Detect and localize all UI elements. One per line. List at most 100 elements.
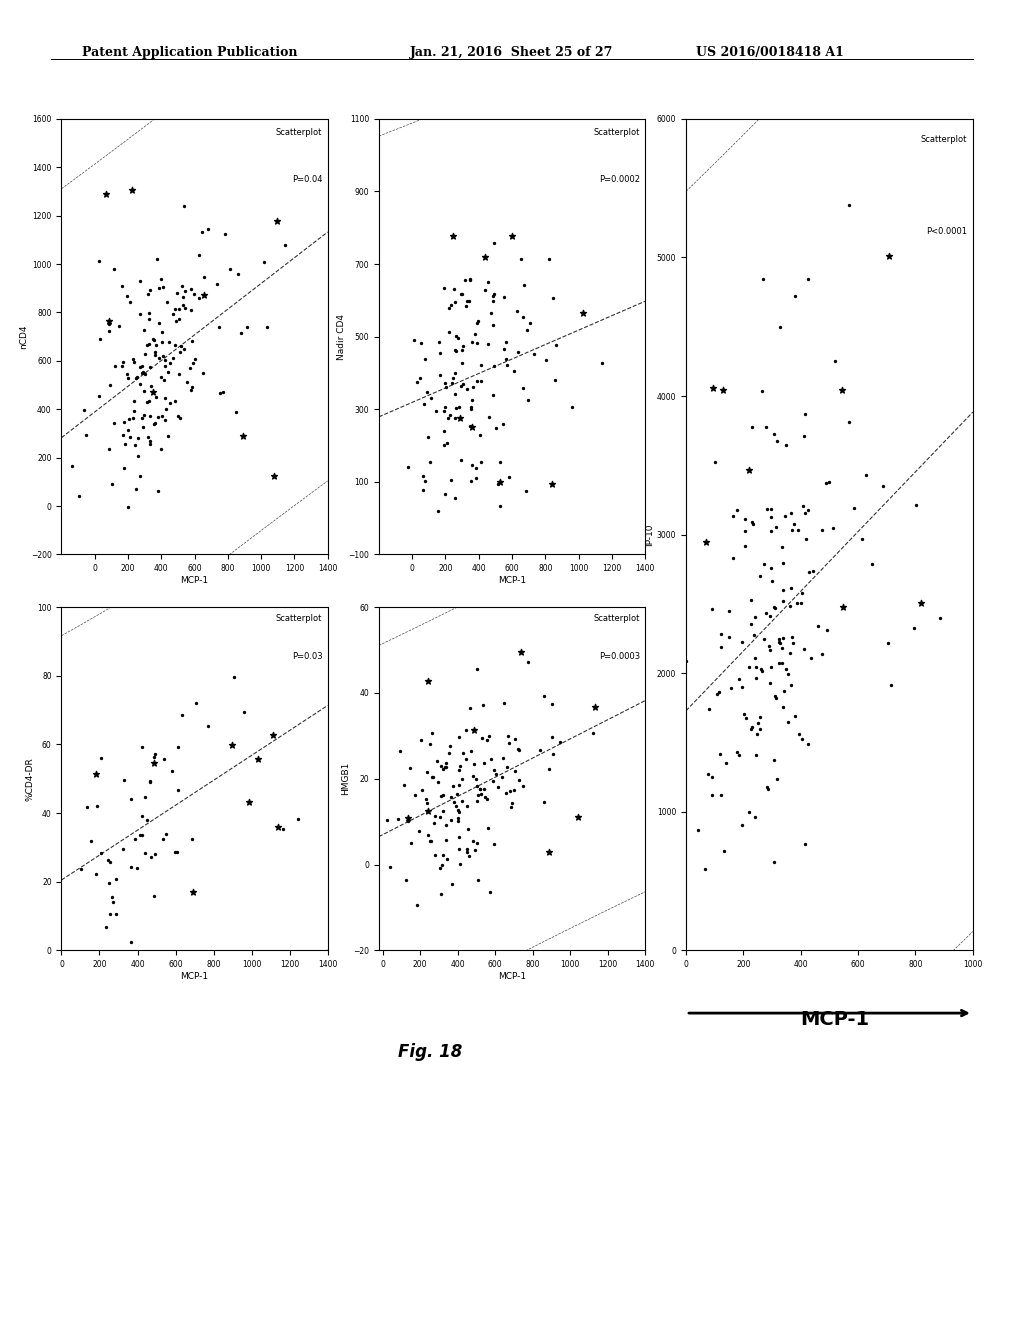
Point xyxy=(480,407,497,428)
Point xyxy=(772,632,788,653)
Point xyxy=(443,372,460,393)
Point xyxy=(790,519,806,540)
Point xyxy=(810,615,826,636)
Point xyxy=(112,315,128,337)
Point xyxy=(379,809,395,830)
Point xyxy=(419,762,435,783)
Point xyxy=(194,222,210,243)
Point xyxy=(469,776,485,797)
Point xyxy=(63,455,80,477)
Point xyxy=(447,325,464,346)
Point xyxy=(431,807,447,828)
Point xyxy=(519,652,536,673)
Point xyxy=(424,766,440,787)
Point xyxy=(469,833,485,854)
Point xyxy=(89,796,105,817)
Point xyxy=(114,355,130,376)
Point xyxy=(452,838,468,859)
Point xyxy=(734,814,751,836)
Point xyxy=(465,830,481,851)
Point xyxy=(472,425,488,446)
Point xyxy=(191,244,208,265)
Point xyxy=(120,496,136,517)
Point xyxy=(469,659,485,680)
Point xyxy=(518,480,535,502)
Point xyxy=(775,553,792,574)
Y-axis label: Nadir CD4: Nadir CD4 xyxy=(337,314,345,359)
Point xyxy=(496,338,512,359)
Point xyxy=(711,682,727,704)
Point xyxy=(430,500,446,521)
Point xyxy=(480,725,497,746)
Point xyxy=(777,506,794,527)
Point xyxy=(510,738,526,759)
Point xyxy=(781,595,798,616)
Point xyxy=(433,884,450,906)
Point xyxy=(503,796,519,817)
Point xyxy=(797,502,813,523)
Point xyxy=(774,627,791,648)
Point xyxy=(760,779,776,800)
Point xyxy=(755,380,771,401)
Point xyxy=(150,480,166,502)
Point xyxy=(419,381,435,403)
Point xyxy=(710,684,726,705)
Point xyxy=(778,434,795,455)
Point xyxy=(453,284,469,305)
Point xyxy=(485,833,502,854)
Point xyxy=(140,426,157,447)
Point xyxy=(511,770,527,791)
Point xyxy=(745,624,762,645)
Text: Scatterplot: Scatterplot xyxy=(921,136,967,144)
Point xyxy=(211,317,227,338)
Point xyxy=(509,300,525,321)
Point xyxy=(142,356,159,378)
Point xyxy=(442,787,459,808)
Point xyxy=(78,424,94,445)
Point xyxy=(440,407,457,428)
Point xyxy=(453,450,469,471)
Point xyxy=(775,579,792,601)
Point xyxy=(442,294,459,315)
Point xyxy=(227,401,244,422)
Point xyxy=(827,350,844,371)
Point xyxy=(756,553,772,574)
Point xyxy=(183,829,200,850)
Point xyxy=(470,312,486,333)
Point xyxy=(147,387,164,408)
Point xyxy=(225,667,242,688)
Point xyxy=(90,385,106,407)
Point xyxy=(775,697,792,718)
Point xyxy=(197,285,213,306)
Point xyxy=(758,602,774,623)
Point xyxy=(151,347,167,368)
Point xyxy=(139,282,156,304)
Point xyxy=(460,290,476,312)
Point xyxy=(241,792,257,813)
Point xyxy=(762,606,778,627)
Y-axis label: %CD4-DR: %CD4-DR xyxy=(26,756,35,801)
Point xyxy=(743,590,760,611)
Point xyxy=(155,331,171,352)
Point xyxy=(100,313,117,334)
Point xyxy=(399,457,416,478)
Point xyxy=(454,352,470,374)
Point xyxy=(131,374,147,395)
Point xyxy=(814,519,830,540)
Point xyxy=(575,302,592,323)
Point xyxy=(481,882,498,903)
Point xyxy=(485,290,502,312)
Point xyxy=(746,807,763,828)
Point xyxy=(431,331,447,352)
Point xyxy=(167,334,183,355)
Point xyxy=(783,627,800,648)
Point xyxy=(108,869,124,890)
Point xyxy=(449,796,465,817)
Point xyxy=(179,371,196,392)
Point xyxy=(428,401,444,422)
Point xyxy=(432,364,449,385)
Point xyxy=(168,842,184,863)
Text: Scatterplot: Scatterplot xyxy=(276,128,323,136)
Point xyxy=(504,226,520,247)
Point xyxy=(796,639,812,660)
